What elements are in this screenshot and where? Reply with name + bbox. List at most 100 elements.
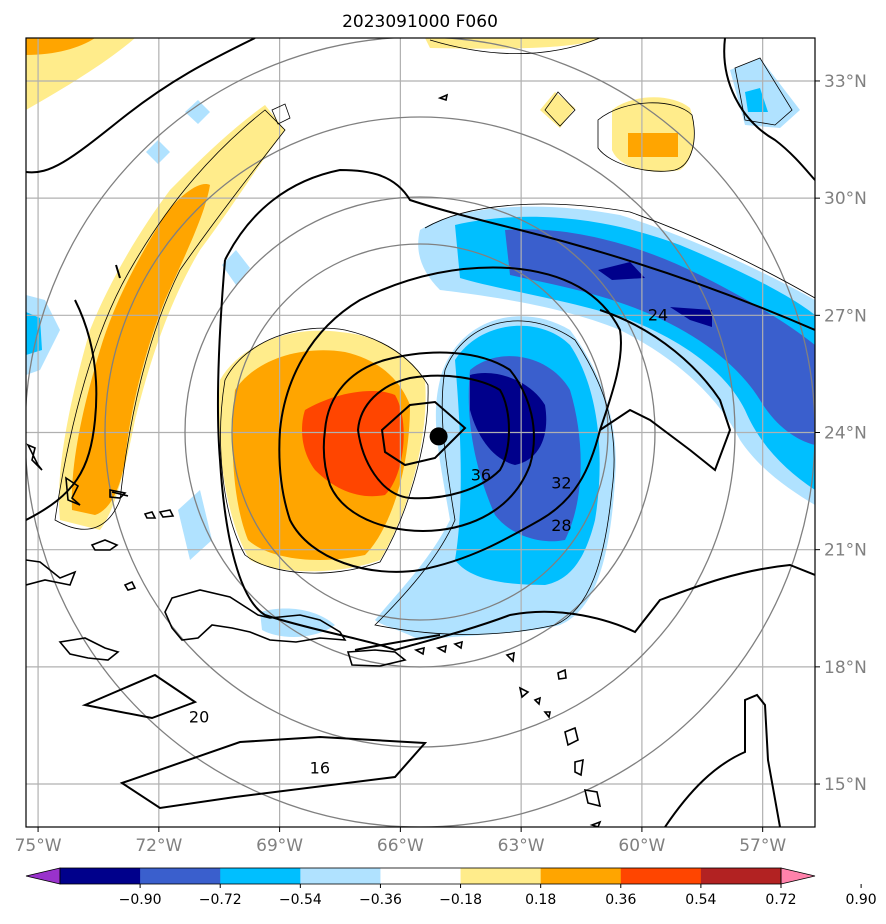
colorbar-segment <box>540 868 622 884</box>
lat-tick-label: 24°N <box>824 424 867 444</box>
thin-contour-ne <box>424 203 815 299</box>
cold-dot-4 <box>178 490 212 560</box>
colorbar-label: 0.54 <box>685 892 716 908</box>
orange-top-left <box>26 38 95 55</box>
bahamas-6 <box>111 491 129 497</box>
island-13 <box>543 711 551 719</box>
colorbar-segment <box>700 868 782 884</box>
lat-tick-label: 27°N <box>824 306 867 326</box>
thin-contour-core-warm <box>220 327 429 574</box>
lon-tick-label: 66°W <box>377 836 424 856</box>
contour-16 <box>119 735 428 810</box>
colorbar-extend-high <box>780 867 816 885</box>
colorbar-segment <box>460 868 542 884</box>
cold-band-ne-blue <box>505 229 815 445</box>
colorbar-segment <box>620 868 702 884</box>
colorbar-extend-low <box>25 867 61 885</box>
axis-labels: 75°W 72°W 69°W 66°W 63°W 60°W 57°W 33°N 30°N 27°N… <box>15 72 867 856</box>
contour-24-a <box>216 259 815 652</box>
contour-24-c <box>599 309 732 472</box>
colorbar-label: −0.54 <box>279 892 322 908</box>
hispaniola-coast <box>164 589 347 643</box>
bahamas-2 <box>123 580 137 591</box>
puerto-rico-coast <box>346 649 407 667</box>
bahamas-4 <box>143 511 157 519</box>
lat-tick-label: 33°N <box>824 72 867 92</box>
island-10 <box>574 758 584 777</box>
island-5 <box>505 651 515 663</box>
contour-labels: 36 32 28 24 20 16 <box>189 305 668 777</box>
orange-ne <box>628 133 678 157</box>
map-panel: 36 32 28 24 20 16 <box>26 38 815 827</box>
contour-16-se <box>664 693 781 827</box>
thin-contour-core-cold <box>374 320 615 635</box>
island-4 <box>453 640 463 650</box>
contour-32 <box>356 374 510 500</box>
warm-top-left <box>26 38 135 110</box>
island-7 <box>533 696 542 706</box>
lon-tick-label: 60°W <box>618 836 665 856</box>
bold-contours <box>26 38 815 827</box>
island-2 <box>413 646 425 656</box>
thin-contour-top <box>429 38 601 55</box>
lat-tick-label: 30°N <box>824 189 867 209</box>
lat-tick-label: 21°N <box>824 541 867 561</box>
cold-navy-ne-1 <box>598 262 645 280</box>
island-9 <box>564 726 579 747</box>
contour-20-east <box>723 38 815 181</box>
lon-tick-label: 72°W <box>135 836 182 856</box>
contour-28-inner <box>322 351 535 532</box>
storm-center-marker <box>429 427 448 446</box>
contour-20-ring <box>26 299 98 521</box>
island-8 <box>557 668 567 680</box>
contour-label: 32 <box>551 473 571 492</box>
range-ring-3 <box>104 116 736 748</box>
colorbar-label: −0.72 <box>199 892 242 908</box>
thin-contour-ne-blob <box>597 102 695 172</box>
bahamas-1 <box>90 539 119 551</box>
colorbar-segment <box>140 868 221 884</box>
lon-tick-label: 57°W <box>739 836 786 856</box>
contour-16-nw <box>115 264 121 279</box>
colorbar-label: −0.90 <box>119 892 162 908</box>
island-6 <box>518 686 530 699</box>
island-1 <box>437 93 449 102</box>
colorbar-segment <box>300 868 381 884</box>
contour-20-box <box>81 673 198 720</box>
thin-contours <box>54 38 815 635</box>
cold-dot-1 <box>185 100 210 124</box>
contour-label: 16 <box>310 758 330 777</box>
lon-tick-label: 63°W <box>498 836 545 856</box>
contour-label: 28 <box>551 516 571 535</box>
thin-contour-small-2 <box>271 103 291 125</box>
cuba-coast <box>26 559 77 586</box>
range-ring-2 <box>184 196 656 668</box>
colorbar-segment <box>380 868 462 884</box>
warm-top-center <box>425 38 600 49</box>
florida-keys-2 <box>65 476 81 506</box>
contour-label: 20 <box>189 708 209 727</box>
cold-navy-ne-2 <box>670 307 712 327</box>
island-3 <box>435 644 447 654</box>
cold-dot-3 <box>222 250 250 285</box>
colorbar-segment <box>60 868 141 884</box>
colorbar-label: 0.18 <box>525 892 556 908</box>
range-ring-1 <box>231 243 609 621</box>
cold-dot-2 <box>146 140 170 164</box>
contour-label: 24 <box>648 305 668 324</box>
lat-tick-label: 15°N <box>824 775 867 795</box>
bahamas-3 <box>109 489 127 499</box>
figure-title: 2023091000 F060 <box>342 12 498 32</box>
contour-20-south <box>354 634 441 651</box>
coastlines <box>26 93 602 827</box>
contour-36 <box>380 400 467 467</box>
contour-28 <box>278 266 622 573</box>
colorbar-label: 0.72 <box>765 892 796 908</box>
cold-band-ne-cyan <box>455 216 815 490</box>
colorbar-label: 0.90 <box>846 892 877 908</box>
lon-tick-label: 75°W <box>15 836 62 856</box>
florida-keys-1 <box>26 443 43 471</box>
contour-24-b <box>224 168 815 331</box>
colorbar-label: −0.36 <box>359 892 402 908</box>
